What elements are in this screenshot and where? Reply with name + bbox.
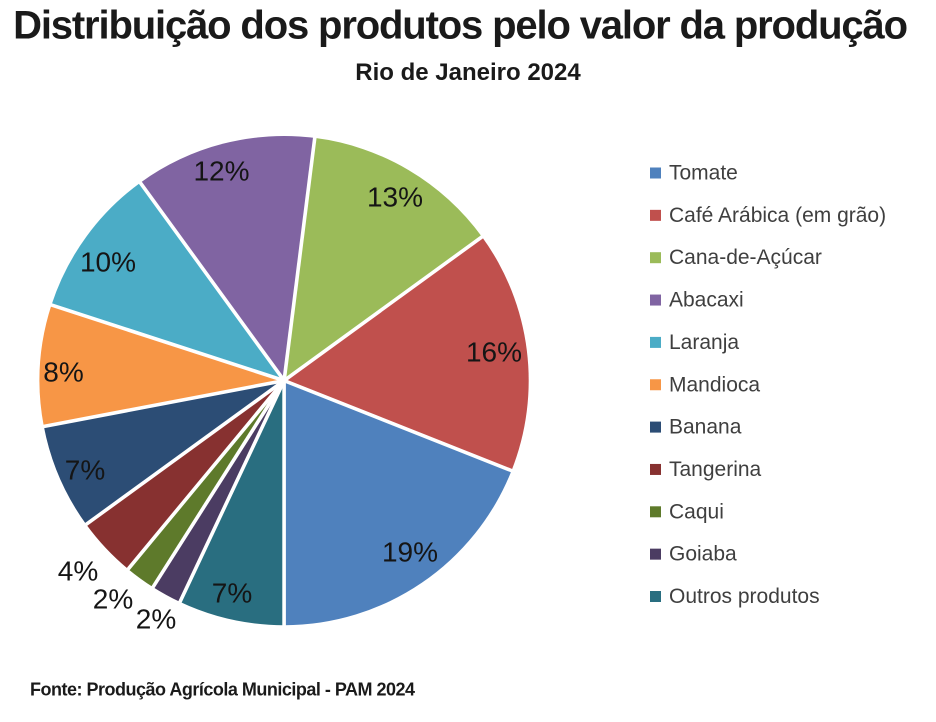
svg-text:2%: 2% [93, 584, 133, 615]
svg-text:Caqui: Caqui [669, 500, 724, 523]
svg-text:7%: 7% [212, 578, 252, 609]
svg-text:Mandioca: Mandioca [669, 373, 760, 396]
svg-text:Abacaxi: Abacaxi [669, 289, 744, 312]
svg-text:Cana-de-Açúcar: Cana-de-Açúcar [669, 246, 822, 269]
svg-text:Outros produtos: Outros produtos [669, 585, 820, 608]
svg-text:Laranja: Laranja [669, 331, 739, 354]
svg-text:Banana: Banana [669, 416, 742, 439]
svg-text:4%: 4% [58, 556, 98, 587]
svg-text:19%: 19% [382, 537, 438, 568]
svg-text:Fonte: Produção Agrícola Munic: Fonte: Produção Agrícola Municipal - PAM… [30, 680, 415, 700]
svg-text:2%: 2% [136, 604, 176, 635]
svg-text:Tangerina: Tangerina [669, 458, 762, 481]
svg-text:12%: 12% [193, 156, 249, 187]
svg-text:13%: 13% [367, 182, 423, 213]
svg-text:Tomate: Tomate [669, 162, 738, 185]
svg-text:16%: 16% [466, 337, 522, 368]
svg-text:10%: 10% [80, 247, 136, 278]
svg-text:Rio de Janeiro 2024: Rio de Janeiro 2024 [355, 59, 581, 86]
svg-text:Goiaba: Goiaba [669, 543, 737, 566]
svg-text:Distribuição dos produtos pelo: Distribuição dos produtos pelo valor da … [13, 4, 907, 48]
svg-text:Café Arábica (em grão): Café Arábica (em grão) [669, 204, 886, 227]
svg-text:8%: 8% [43, 357, 83, 388]
svg-text:7%: 7% [65, 455, 105, 486]
